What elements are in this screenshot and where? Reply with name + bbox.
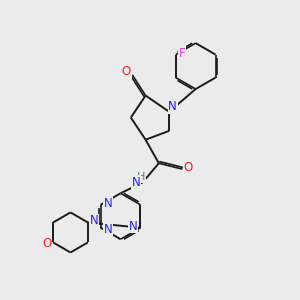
Text: O: O — [184, 161, 193, 174]
Text: H: H — [137, 172, 146, 182]
Text: N: N — [132, 176, 140, 189]
Text: F: F — [179, 46, 185, 60]
Text: O: O — [42, 237, 51, 250]
Text: N: N — [168, 100, 177, 113]
Text: N: N — [104, 197, 112, 210]
Text: N: N — [104, 223, 112, 236]
Text: N: N — [129, 220, 137, 233]
Text: N: N — [90, 214, 99, 227]
Text: O: O — [122, 65, 131, 79]
